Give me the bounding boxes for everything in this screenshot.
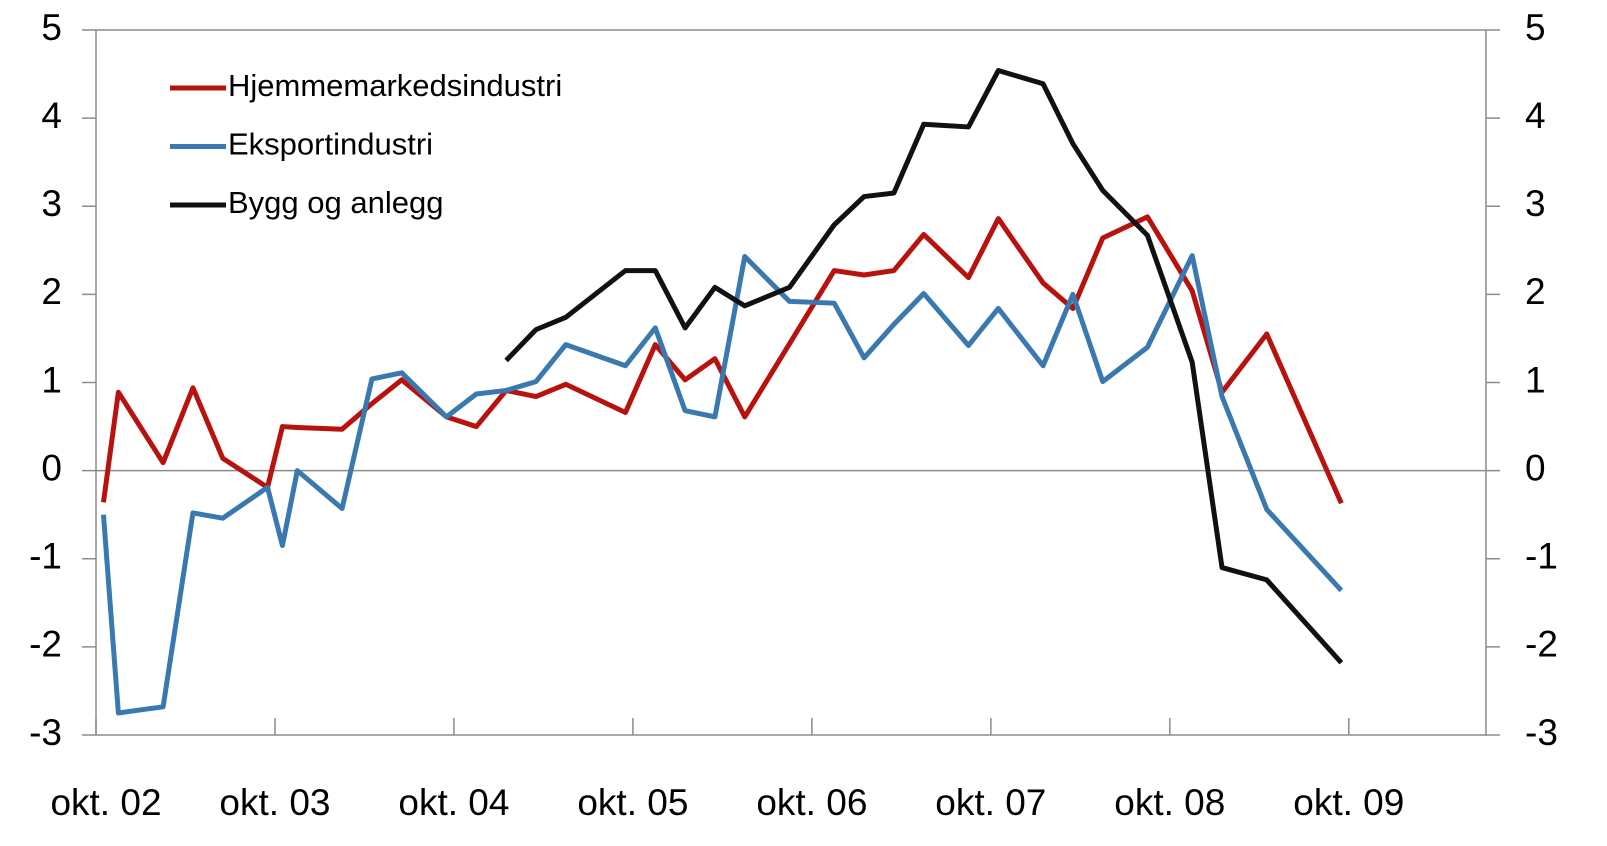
x-tick-label: okt. 04 bbox=[398, 782, 509, 823]
y2-tick-label: -2 bbox=[1525, 624, 1558, 665]
legend-label: Hjemmemarkedsindustri bbox=[228, 68, 562, 103]
x-tick-label: okt. 02 bbox=[50, 782, 161, 823]
y-tick-label: 0 bbox=[41, 447, 62, 488]
y-tick-label: 3 bbox=[41, 183, 62, 224]
y2-tick-label: 5 bbox=[1525, 7, 1546, 48]
series-line bbox=[100, 214, 1344, 505]
y-tick-label: 1 bbox=[41, 359, 62, 400]
y-tick-label: -3 bbox=[29, 712, 62, 753]
series-line bbox=[100, 253, 1344, 716]
x-tick-label: okt. 07 bbox=[935, 782, 1046, 823]
x-tick-label: okt. 03 bbox=[219, 782, 330, 823]
y2-tick-label: 2 bbox=[1525, 271, 1546, 312]
y2-tick-label: -3 bbox=[1525, 712, 1558, 753]
y2-tick-label: 3 bbox=[1525, 183, 1546, 224]
x-tick-label: okt. 05 bbox=[577, 782, 688, 823]
y-tick-label: -2 bbox=[29, 624, 62, 665]
y2-tick-label: -1 bbox=[1525, 536, 1558, 577]
y2-tick-label: 0 bbox=[1525, 447, 1546, 488]
y-tick-label: -1 bbox=[29, 536, 62, 577]
y2-tick-label: 4 bbox=[1525, 95, 1546, 136]
y-tick-label: 4 bbox=[41, 95, 62, 136]
x-tick-label: okt. 09 bbox=[1293, 782, 1404, 823]
legend-label: Eksportindustri bbox=[228, 127, 433, 162]
y-tick-label: 2 bbox=[41, 271, 62, 312]
legend-label: Bygg og anlegg bbox=[228, 185, 443, 220]
y-tick-label: 5 bbox=[41, 7, 62, 48]
y2-tick-label: 1 bbox=[1525, 359, 1546, 400]
x-tick-label: okt. 06 bbox=[756, 782, 867, 823]
x-tick-label: okt. 08 bbox=[1114, 782, 1225, 823]
series-line bbox=[504, 68, 1344, 665]
